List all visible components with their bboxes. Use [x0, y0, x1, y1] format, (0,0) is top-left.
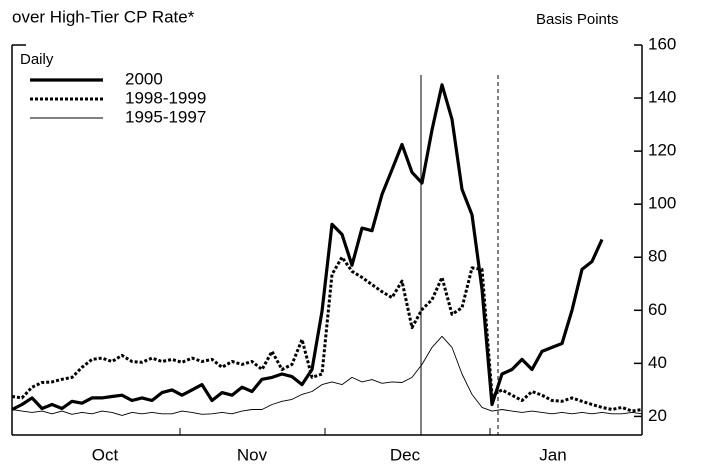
x-tick-label: Oct: [92, 445, 119, 464]
y-tick-label: 40: [648, 353, 667, 372]
y-axis-label: Basis Points: [536, 11, 619, 28]
legend-label: 1998-1999: [125, 88, 206, 107]
y-tick-label: 140: [648, 88, 676, 107]
y-tick-label: 160: [648, 34, 676, 53]
series-line: [11, 335, 643, 416]
x-tick-label: Dec: [390, 445, 421, 464]
y-tick-label: 80: [648, 247, 667, 266]
y-tick-label: 60: [648, 300, 667, 319]
annotation: Daily: [20, 51, 54, 68]
legend-label: 1995-1997: [125, 107, 206, 126]
x-tick-label: Jan: [539, 445, 566, 464]
series-line: [11, 83, 604, 411]
y-tick-label: 100: [648, 194, 676, 213]
y-tick-label: 120: [648, 141, 676, 160]
y-tick-label: 20: [648, 406, 667, 425]
legend-label: 2000: [125, 69, 163, 88]
chart-title: over High-Tier CP Rate*: [12, 7, 195, 26]
x-tick-label: Nov: [237, 445, 268, 464]
